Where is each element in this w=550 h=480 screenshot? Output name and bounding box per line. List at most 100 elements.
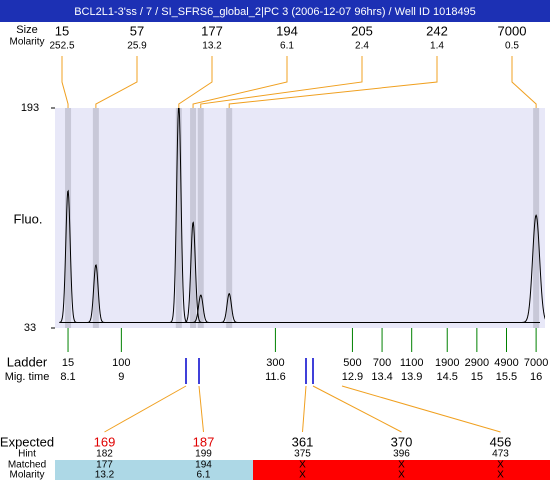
peak-band xyxy=(197,108,204,328)
peak-size: 194 xyxy=(276,23,298,38)
peak-molarity: 6.1 xyxy=(280,41,294,52)
ladder-size: 300 xyxy=(266,357,284,369)
peak-band xyxy=(533,108,540,328)
expected-matched: X xyxy=(398,460,405,471)
row-label: Expected xyxy=(0,434,54,449)
expected-matched: 194 xyxy=(195,460,212,471)
expected-link xyxy=(312,385,402,433)
ladder-size: 1900 xyxy=(435,357,459,369)
expected-expected: 370 xyxy=(391,434,413,449)
peak-molarity: 25.9 xyxy=(127,41,147,52)
peak xyxy=(184,221,202,323)
result-cell xyxy=(451,460,550,480)
peak-link xyxy=(178,56,213,108)
ladder-size: 2900 xyxy=(465,357,489,369)
peak-band xyxy=(175,108,182,328)
expected-expected: 169 xyxy=(94,434,116,449)
peak-size: 57 xyxy=(130,23,144,38)
expected-molarity: X xyxy=(299,470,306,480)
row-label: Molarity xyxy=(9,37,44,48)
ladder-time: 13.9 xyxy=(401,371,422,383)
peak-band xyxy=(226,108,233,328)
peak xyxy=(87,264,105,323)
peak xyxy=(169,108,188,323)
ladder-size: 1100 xyxy=(400,357,424,369)
ladder-size: 700 xyxy=(373,357,391,369)
ladder-time: 13.4 xyxy=(371,371,392,383)
expected-hint: 473 xyxy=(492,449,509,460)
ladder-size: 15 xyxy=(62,357,74,369)
y-tick-label: 33 xyxy=(24,322,36,334)
row-label: Size xyxy=(16,24,37,36)
ladder-time: 15 xyxy=(471,371,483,383)
ladder-size: 500 xyxy=(343,357,361,369)
expected-hint: 182 xyxy=(96,449,113,460)
expected-matched: X xyxy=(497,460,504,471)
peak-link xyxy=(61,56,69,108)
peak xyxy=(522,214,545,323)
ladder-time: 14.5 xyxy=(437,371,458,383)
expected-molarity: X xyxy=(497,470,504,480)
expected-link xyxy=(198,385,204,433)
peak-molarity: 1.4 xyxy=(430,41,444,52)
expected-link xyxy=(302,385,307,433)
ladder-size: 7000 xyxy=(524,357,548,369)
expected-link xyxy=(341,385,501,433)
peak-molarity: 2.4 xyxy=(355,41,369,52)
ladder-time: 15.5 xyxy=(496,371,517,383)
peak-band xyxy=(92,108,99,328)
peak-band xyxy=(65,108,72,328)
title: BCL2L1-3'ss / 7 / SI_SFRS6_global_2|PC 3… xyxy=(74,6,476,18)
y-tick-label: 193 xyxy=(21,102,39,114)
result-cell xyxy=(352,460,451,480)
expected-molarity: 13.2 xyxy=(95,470,115,480)
plot-area xyxy=(55,108,545,328)
ladder-size: 100 xyxy=(112,357,130,369)
row-label: Mig. time xyxy=(5,371,50,383)
peak-link xyxy=(200,56,363,108)
peak-size: 7000 xyxy=(498,23,527,38)
peak-molarity: 0.5 xyxy=(505,41,519,52)
peak-link xyxy=(192,56,288,108)
expected-link xyxy=(104,385,187,433)
y-label: Fluo. xyxy=(14,211,43,226)
row-label: Matched xyxy=(8,460,46,471)
peak xyxy=(59,189,77,323)
result-cell xyxy=(154,460,253,480)
ladder-time: 16 xyxy=(530,371,542,383)
ladder-time: 11.6 xyxy=(265,371,286,383)
expected-molarity: X xyxy=(398,470,405,480)
peak-link xyxy=(511,56,537,108)
ladder-time: 9 xyxy=(118,371,124,383)
peak-link xyxy=(95,56,138,108)
expected-hint: 396 xyxy=(393,449,410,460)
row-label: Hint xyxy=(18,449,36,460)
expected-expected: 187 xyxy=(193,434,215,449)
peak xyxy=(192,294,210,323)
peak-link xyxy=(228,56,438,108)
result-cell xyxy=(253,460,352,480)
trace xyxy=(59,108,545,323)
row-label: Ladder xyxy=(7,354,48,369)
peak-molarity: 13.2 xyxy=(202,41,222,52)
peak xyxy=(220,293,238,323)
peak-size: 242 xyxy=(426,23,448,38)
peak-size: 205 xyxy=(351,23,373,38)
ladder-time: 12.9 xyxy=(342,371,363,383)
expected-matched: 177 xyxy=(96,460,113,471)
cell-row-bg xyxy=(0,460,55,480)
ladder-time: 8.1 xyxy=(60,371,75,383)
expected-molarity: 6.1 xyxy=(197,470,211,480)
expected-matched: X xyxy=(299,460,306,471)
row-label: Molarity xyxy=(9,470,44,480)
peak-size: 177 xyxy=(201,23,223,38)
title-bar xyxy=(0,0,550,22)
peak-band xyxy=(190,108,197,328)
expected-hint: 199 xyxy=(195,449,212,460)
expected-expected: 456 xyxy=(490,434,512,449)
expected-hint: 375 xyxy=(294,449,311,460)
expected-expected: 361 xyxy=(292,434,314,449)
peak-size: 15 xyxy=(55,23,69,38)
result-cell xyxy=(55,460,154,480)
